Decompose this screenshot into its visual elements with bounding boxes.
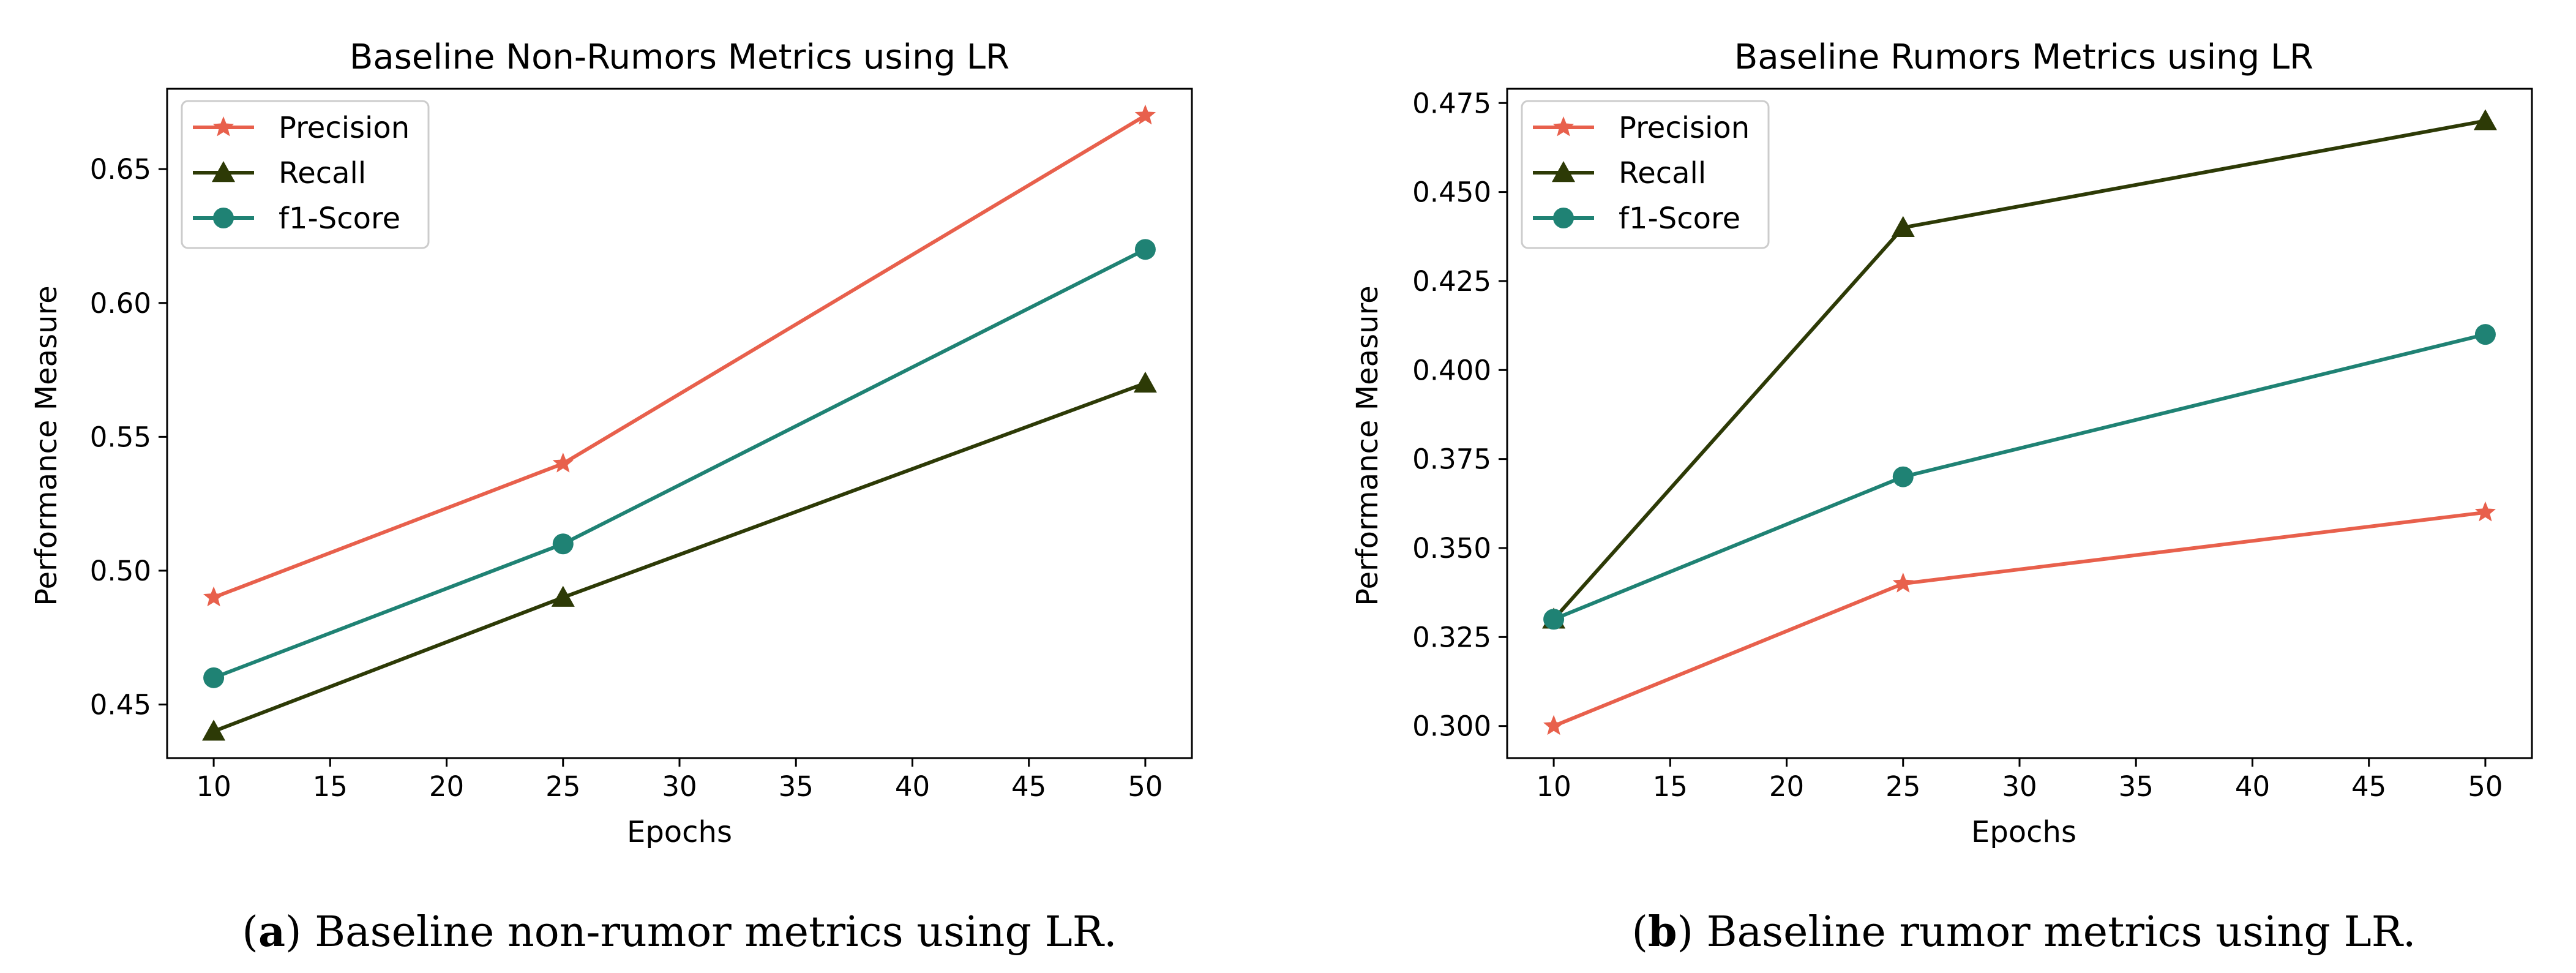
legend-label-precision: Precision [1619, 111, 1750, 145]
plot-area-frame [166, 88, 1193, 759]
data-point-f1-score [1543, 609, 1565, 630]
y-tick-label: 0.300 [1412, 710, 1491, 743]
legend-marker-recall [212, 161, 235, 182]
data-point-f1-score [552, 533, 574, 555]
y-tick-label: 0.50 [90, 555, 151, 587]
x-axis-label: Epochs [1971, 815, 2076, 849]
x-tick-label: 35 [779, 770, 814, 803]
series-line-recall [213, 381, 1146, 734]
data-point-precision [1134, 104, 1156, 125]
legend-marker-f1-score [1553, 208, 1574, 228]
y-tick-label: 0.350 [1412, 532, 1491, 565]
legend-marker-f1-score [213, 208, 234, 228]
y-tick-label: 0.325 [1412, 621, 1491, 653]
data-point-recall [1133, 371, 1157, 393]
y-tick-label: 0.60 [90, 287, 151, 320]
data-point-precision [552, 453, 574, 473]
x-tick-label: 20 [429, 770, 464, 803]
chart-panel-b: Baseline Rumors Metrics using LR Epochs … [1350, 37, 2533, 956]
legend-marker-precision [212, 116, 234, 137]
chart-title: Baseline Non-Rumors Metrics using LR [350, 37, 1009, 77]
legend-label-f1-score: f1-Score [1619, 201, 1740, 236]
x-tick-label: 15 [1653, 770, 1688, 803]
series-layer [202, 104, 1157, 741]
x-tick-label: 10 [1536, 770, 1571, 803]
x-tick-label: 25 [1885, 770, 1920, 803]
x-tick-label: 10 [196, 770, 231, 803]
y-tick-label: 0.375 [1412, 443, 1491, 476]
x-tick-label: 40 [2235, 770, 2270, 803]
y-axis-label: Performance Measure [29, 285, 64, 606]
data-point-f1-score [1892, 466, 1914, 487]
data-point-f1-score [2474, 324, 2496, 345]
x-tick-label: 20 [1769, 770, 1804, 803]
series-line-f1-score [1552, 332, 2486, 622]
legend-label-recall: Recall [1619, 156, 1706, 190]
caption-text: Baseline rumor metrics using LR. [1693, 908, 2416, 956]
legend-marker-precision [1552, 116, 1574, 137]
x-tick-label: 30 [2002, 770, 2037, 803]
y-axis-label: Performance Measure [1350, 285, 1385, 606]
series-line-precision [1552, 510, 2486, 728]
caption: (a) Baseline non-rumor metrics using LR. [242, 907, 1117, 956]
y-tick-label: 0.400 [1412, 354, 1491, 386]
caption-close: ) [1677, 908, 1694, 956]
legend-marker-recall [1552, 161, 1575, 182]
y-tick-label: 0.425 [1412, 265, 1491, 298]
data-point-recall [1891, 216, 1915, 237]
data-point-recall [202, 719, 226, 741]
x-tick-label: 45 [1011, 770, 1046, 803]
x-ticks: 10 15 20 25 30 35 40 45 50 [1536, 758, 2503, 803]
data-point-recall [551, 585, 575, 607]
series-line-f1-score [213, 247, 1147, 680]
x-ticks: 10 15 20 25 30 35 40 45 50 [196, 758, 1163, 803]
caption-open: ( [1631, 908, 1648, 956]
data-point-precision [1892, 573, 1914, 593]
data-point-precision [1543, 715, 1565, 735]
data-point-recall [2473, 109, 2497, 130]
x-tick-label: 50 [1128, 770, 1163, 803]
legend: Precision Recall f1-Score [181, 100, 430, 249]
data-point-precision [2474, 501, 2496, 522]
data-point-f1-score [203, 667, 225, 688]
caption-close: ) [285, 908, 302, 956]
legend-box [1521, 100, 1770, 249]
y-tick-label: 0.45 [90, 689, 151, 721]
x-tick-label: 30 [662, 770, 697, 803]
legend-box [181, 100, 430, 249]
y-tick-label: 0.475 [1412, 87, 1491, 119]
caption-letter: b [1648, 907, 1677, 956]
y-tick-label: 0.65 [90, 153, 151, 186]
series-layer [1542, 109, 2497, 735]
chart-panel-a: Baseline Non-Rumors Metrics using LR Epo… [29, 37, 1193, 956]
x-tick-label: 50 [2468, 770, 2503, 803]
x-tick-label: 35 [2119, 770, 2154, 803]
caption-letter: a [258, 907, 285, 956]
y-tick-label: 0.55 [90, 421, 151, 453]
y-ticks: 0.45 0.50 0.55 0.60 0.65 [90, 153, 167, 721]
caption-open: ( [242, 908, 258, 956]
legend-label-f1-score: f1-Score [279, 201, 400, 236]
plot-area-frame [1506, 88, 2533, 759]
legend: Precision Recall f1-Score [1521, 100, 1770, 249]
caption: (b) Baseline rumor metrics using LR. [1631, 907, 2416, 956]
x-tick-label: 15 [313, 770, 348, 803]
x-tick-label: 40 [895, 770, 930, 803]
x-tick-label: 45 [2351, 770, 2386, 803]
x-tick-label: 25 [545, 770, 580, 803]
y-tick-label: 0.450 [1412, 176, 1491, 209]
caption-text: Baseline non-rumor metrics using LR. [302, 908, 1117, 956]
data-point-precision [203, 586, 225, 607]
data-point-f1-score [1134, 239, 1156, 260]
legend-label-precision: Precision [279, 111, 410, 145]
legend-label-recall: Recall [279, 156, 366, 190]
x-axis-label: Epochs [627, 815, 732, 849]
y-ticks: 0.300 0.325 0.350 0.375 0.400 0.425 0.450 0.475 [1412, 87, 1507, 743]
chart-title: Baseline Rumors Metrics using LR [1734, 37, 2313, 77]
